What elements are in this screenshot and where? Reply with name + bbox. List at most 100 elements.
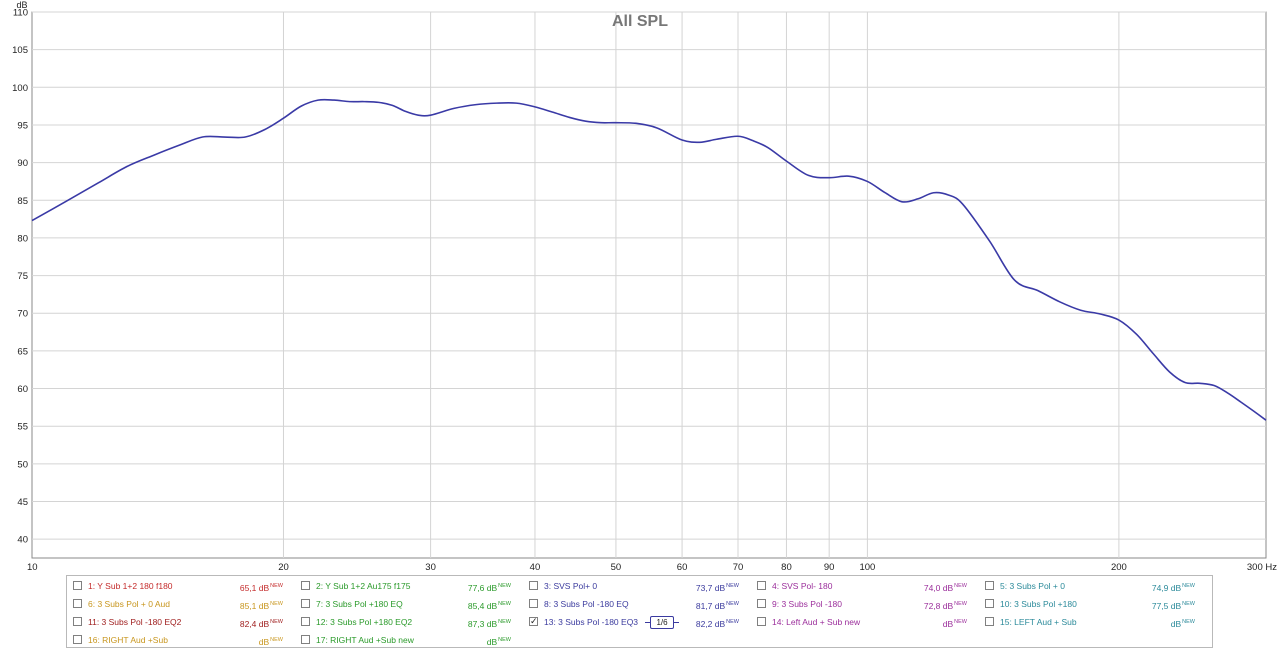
legend-checkbox[interactable]	[985, 581, 994, 590]
legend-item-name: 3: SVS Pol+ 0	[544, 581, 598, 591]
legend-checkbox[interactable]	[73, 617, 82, 626]
y-tick-labels: 40 45 50 55 60 65 70 75 80 85 90 95 100 105 110	[12, 8, 28, 546]
legend-item[interactable]: 9: 3 Subs Pol -180 72,8 dBNEW	[757, 596, 967, 612]
legend-value-text: 72,8 dB	[923, 601, 954, 611]
legend-item-value: dBNEW	[1171, 614, 1195, 632]
x-tick-label: 70	[733, 562, 744, 572]
legend-item-value: 81,7 dBNEW	[696, 596, 739, 614]
legend-value-text: 77,5 dB	[1151, 601, 1182, 611]
legend-checkbox[interactable]: ✓	[529, 616, 538, 626]
y-tick-label: 45	[17, 497, 28, 508]
legend-item-name: 5: 3 Subs Pol + 0	[1000, 581, 1065, 591]
legend-value-badge: NEW	[1182, 583, 1195, 589]
x-tick-label: 30	[425, 562, 436, 572]
legend-item[interactable]: 6: 3 Subs Pol + 0 Aud 85,1 dBNEW	[73, 596, 283, 612]
x-tick-label: 80	[781, 562, 792, 572]
legend-checkbox[interactable]	[529, 581, 538, 590]
legend-item-name: 4: SVS Pol- 180	[772, 581, 833, 591]
x-tick-label: 100	[859, 562, 875, 572]
legend-value-text: 85,4 dB	[467, 601, 498, 611]
series-line	[31, 98, 1267, 421]
legend-item-value: 87,3 dBNEW	[468, 614, 511, 632]
legend-item-value: 82,2 dBNEW	[696, 614, 739, 632]
legend-value-badge: NEW	[498, 601, 511, 607]
plot-area	[31, 11, 1267, 559]
legend-value-text: 82,4 dB	[239, 619, 270, 629]
legend-checkbox[interactable]	[73, 599, 82, 608]
legend-item[interactable]: 17: RIGHT Aud +Sub new dBNEW	[301, 632, 511, 648]
series-group	[31, 98, 1267, 421]
chart-title: All SPL	[612, 13, 668, 30]
legend-item-name: 13: 3 Subs Pol -180 EQ3	[544, 617, 639, 627]
legend-checkbox[interactable]	[301, 635, 310, 644]
legend-checkbox[interactable]	[529, 599, 538, 608]
legend-item[interactable]: 12: 3 Subs Pol +180 EQ2 87,3 dBNEW	[301, 614, 511, 630]
legend-item-name: 11: 3 Subs Pol -180 EQ2	[88, 617, 182, 627]
legend-item-value: dBNEW	[259, 632, 283, 650]
x-tick-labels: 10 20 30 40 50 60 70 80 90 100 200 300 Hz	[27, 562, 1277, 572]
legend-value-badge: NEW	[498, 583, 511, 589]
legend-item[interactable]: 11: 3 Subs Pol -180 EQ2 82,4 dBNEW	[73, 614, 283, 630]
y-tick-label: 60	[17, 384, 28, 395]
x-tick-label: 40	[530, 562, 541, 572]
legend-value-text: 77,6 dB	[467, 583, 498, 593]
legend-item-name: 12: 3 Subs Pol +180 EQ2	[316, 617, 413, 627]
y-tick-label: 50	[17, 459, 28, 470]
smoothing-indicator[interactable]: 1/6	[645, 616, 679, 629]
legend-value-badge: NEW	[726, 583, 739, 589]
legend-value-badge: NEW	[1182, 619, 1195, 625]
legend-item-value: 77,6 dBNEW	[468, 578, 511, 596]
legend-item[interactable]: 10: 3 Subs Pol +180 77,5 dBNEW	[985, 596, 1195, 612]
legend-item-name: 14: Left Aud + Sub new	[772, 617, 861, 627]
legend-item[interactable]: 14: Left Aud + Sub new dBNEW	[757, 614, 967, 630]
legend-checkbox[interactable]	[985, 599, 994, 608]
legend-item-name: 15: LEFT Aud + Sub	[1000, 617, 1077, 627]
legend-item[interactable]: 7: 3 Subs Pol +180 EQ 85,4 dBNEW	[301, 596, 511, 612]
legend-checkbox[interactable]	[985, 617, 994, 626]
legend-item-name: 9: 3 Subs Pol -180	[772, 599, 842, 609]
legend-item-name: 8: 3 Subs Pol -180 EQ	[544, 599, 629, 609]
legend-item-name: 7: 3 Subs Pol +180 EQ	[316, 599, 403, 609]
legend-item-value: 85,4 dBNEW	[468, 596, 511, 614]
spl-chart: 40 45 50 55 60 65 70 75 80 85 90 95 100 105 110 10 20 30…	[12, 0, 1277, 572]
x-tick-label: 10	[27, 562, 38, 572]
legend-item[interactable]: 1: Y Sub 1+2 180 f180 65,1 dBNEW	[73, 578, 283, 594]
legend-item[interactable]: 2: Y Sub 1+2 Au175 f175 77,6 dBNEW	[301, 578, 511, 594]
legend-checkbox[interactable]	[301, 581, 310, 590]
legend-item-value: dBNEW	[487, 632, 511, 650]
legend-value-badge: NEW	[726, 619, 739, 625]
y-tick-label: 100	[12, 83, 28, 94]
legend-value-badge: NEW	[270, 583, 283, 589]
legend-item[interactable]: 5: 3 Subs Pol + 0 74,9 dBNEW	[985, 578, 1195, 594]
legend-item-value: 65,1 dBNEW	[240, 578, 283, 596]
legend-checkbox[interactable]	[757, 599, 766, 608]
legend-item-name: 17: RIGHT Aud +Sub new	[316, 635, 414, 645]
x-tick-label: 50	[611, 562, 622, 572]
legend-item-value: 82,4 dBNEW	[240, 614, 283, 632]
legend-checkbox[interactable]	[757, 581, 766, 590]
legend-item[interactable]: 4: SVS Pol- 180 74,0 dBNEW	[757, 578, 967, 594]
legend-item[interactable]: ✓ 13: 3 Subs Pol -180 EQ3 82,2 dBNEW	[529, 614, 739, 630]
legend-checkbox[interactable]	[757, 617, 766, 626]
legend-value-text: 74,0 dB	[923, 583, 954, 593]
legend-checkbox[interactable]	[73, 635, 82, 644]
legend-checkbox[interactable]	[73, 581, 82, 590]
legend-item-value: 85,1 dBNEW	[240, 596, 283, 614]
legend-item[interactable]: 3: SVS Pol+ 0 73,7 dBNEW	[529, 578, 739, 594]
legend-value-badge: NEW	[270, 637, 283, 643]
legend-value-text: dB	[942, 619, 954, 629]
legend-value-badge: NEW	[954, 583, 967, 589]
legend-value-text: 74,9 dB	[1151, 583, 1182, 593]
legend-value-badge: NEW	[498, 637, 511, 643]
legend-checkbox[interactable]	[301, 599, 310, 608]
y-tick-label: 75	[17, 271, 28, 282]
legend-item[interactable]: 16: RIGHT Aud +Sub dBNEW	[73, 632, 283, 648]
legend-value-text: dB	[486, 637, 498, 647]
legend-item[interactable]: 15: LEFT Aud + Sub dBNEW	[985, 614, 1195, 630]
y-tick-label: 65	[17, 346, 28, 357]
legend-item[interactable]: 8: 3 Subs Pol -180 EQ 81,7 dBNEW	[529, 596, 739, 612]
legend-item-value: 73,7 dBNEW	[696, 578, 739, 596]
legend-checkbox[interactable]	[301, 617, 310, 626]
x-tick-label: 300 Hz	[1247, 562, 1277, 572]
legend-value-badge: NEW	[954, 601, 967, 607]
